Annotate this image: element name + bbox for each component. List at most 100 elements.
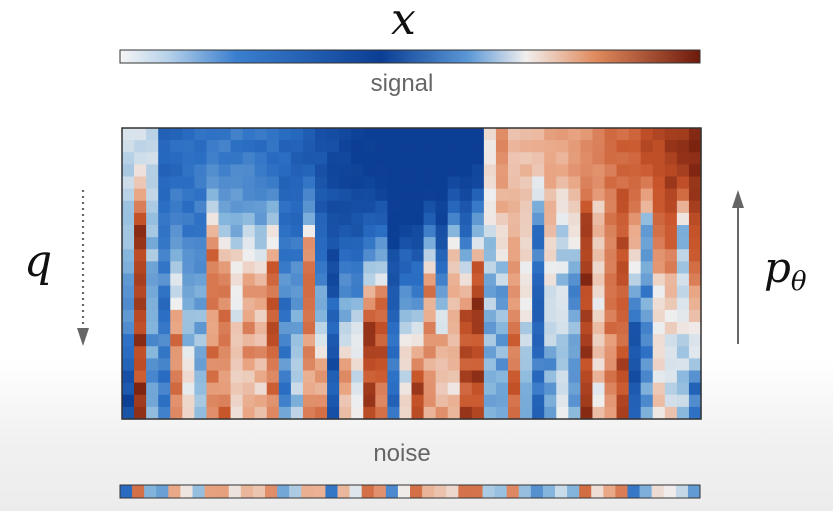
- heatmap-cell: [399, 261, 413, 275]
- heatmap-cell: [290, 237, 304, 250]
- heatmap-cell: [146, 261, 159, 275]
- heatmap-cell: [580, 322, 594, 335]
- heatmap-cell: [628, 358, 642, 372]
- heatmap-cell: [483, 297, 497, 311]
- heatmap-cell: [266, 164, 280, 178]
- heatmap-cell: [363, 334, 376, 347]
- heatmap-cell: [278, 273, 292, 287]
- heatmap-cell: [411, 334, 425, 347]
- heatmap-cell: [327, 128, 340, 141]
- heatmap-cell: [580, 394, 594, 408]
- heatmap-cell: [218, 128, 232, 141]
- heatmap-cell: [339, 212, 352, 226]
- heatmap-cell: [435, 370, 449, 384]
- heatmap-cell: [483, 140, 497, 153]
- heatmap-cell: [508, 128, 521, 141]
- heatmap-cell: [664, 188, 678, 202]
- heatmap-cell: [676, 382, 690, 396]
- noise-strip-cell: [518, 485, 532, 498]
- heatmap-cell: [556, 188, 569, 202]
- heatmap-cell: [580, 212, 594, 226]
- heatmap-cell: [302, 261, 316, 275]
- heatmap-cell: [158, 225, 171, 238]
- heatmap-cell: [471, 394, 485, 408]
- heatmap-cell: [302, 297, 316, 311]
- heatmap-cell: [242, 212, 256, 226]
- heatmap-cell: [616, 370, 630, 384]
- noise-caption: noise: [373, 440, 431, 467]
- heatmap-cell: [315, 334, 328, 347]
- heatmap-cell: [266, 152, 280, 165]
- heatmap-cell: [532, 358, 545, 372]
- heatmap-cell: [688, 309, 702, 323]
- heatmap-cell: [652, 261, 666, 275]
- heatmap-cell: [592, 225, 606, 238]
- heatmap-cell: [520, 261, 533, 275]
- heatmap-cell: [580, 128, 594, 141]
- heatmap-cell: [182, 152, 195, 165]
- heatmap-cell: [363, 370, 376, 384]
- heatmap-cell: [544, 358, 557, 372]
- heatmap-cell: [688, 212, 702, 226]
- heatmap-cell: [146, 237, 159, 250]
- noise-strip-cell: [228, 485, 242, 498]
- heatmap-cell: [688, 140, 702, 153]
- heatmap-cell: [387, 297, 401, 311]
- heatmap-cell: [604, 237, 618, 250]
- heatmap-cell: [170, 285, 183, 299]
- heatmap-cell: [616, 358, 630, 372]
- heatmap-cell: [218, 394, 232, 408]
- heatmap-cell: [363, 285, 376, 299]
- heatmap-cell: [158, 346, 171, 359]
- heatmap-cell: [315, 152, 328, 165]
- heatmap-cell: [399, 297, 413, 311]
- heatmap-cell: [206, 261, 220, 275]
- heatmap-cell: [122, 128, 135, 141]
- heatmap-cell: [339, 346, 352, 359]
- heatmap-cell: [266, 188, 280, 202]
- heatmap-cell: [471, 406, 485, 420]
- heatmap-cell: [544, 152, 557, 165]
- heatmap-cell: [266, 261, 280, 275]
- heatmap-cell: [387, 249, 401, 262]
- heatmap-cell: [471, 285, 485, 299]
- heatmap-cell: [182, 128, 195, 141]
- heatmap-cell: [676, 406, 690, 420]
- heatmap-cell: [339, 382, 352, 396]
- heatmap-cell: [520, 237, 533, 250]
- heatmap-cell: [580, 285, 594, 299]
- heatmap-cell: [351, 237, 364, 250]
- heatmap-cell: [242, 346, 256, 359]
- heatmap-cell: [218, 212, 232, 226]
- heatmap-cell: [134, 128, 147, 141]
- heatmap-cell: [315, 128, 328, 141]
- heatmap-cell: [242, 140, 256, 153]
- heatmap-cell: [194, 285, 208, 299]
- heatmap-cell: [447, 261, 461, 275]
- heatmap-cell: [652, 237, 666, 250]
- heatmap-cell: [483, 237, 497, 250]
- heatmap-cell: [423, 176, 437, 190]
- heatmap-cell: [302, 176, 316, 190]
- heatmap-cell: [146, 200, 159, 214]
- heatmap-cell: [206, 358, 220, 372]
- heatmap-cell: [122, 249, 135, 262]
- heatmap-cell: [628, 273, 642, 287]
- heatmap-cell: [616, 309, 630, 323]
- heatmap-cell: [182, 212, 195, 226]
- heatmap-cell: [339, 200, 352, 214]
- heatmap-cell: [435, 273, 449, 287]
- heatmap-cell: [146, 297, 159, 311]
- noise-strip-cell: [204, 485, 218, 498]
- heatmap-cell: [242, 273, 256, 287]
- heatmap-cell: [230, 297, 244, 311]
- heatmap-cell: [676, 164, 690, 178]
- noise-strip-cell: [385, 485, 399, 498]
- heatmap-cell: [411, 285, 425, 299]
- heatmap-cell: [628, 370, 642, 384]
- heatmap-cell: [206, 322, 220, 335]
- heatmap-cell: [652, 394, 666, 408]
- heatmap-cell: [640, 346, 654, 359]
- heatmap-cell: [363, 346, 376, 359]
- heatmap-cell: [278, 394, 292, 408]
